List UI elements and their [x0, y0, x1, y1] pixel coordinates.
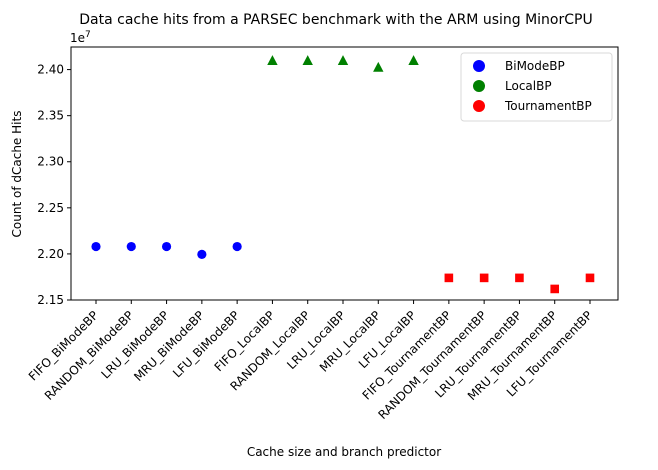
- legend-marker: [473, 60, 485, 72]
- data-point: [197, 249, 207, 259]
- legend-label: TournamentBP: [504, 99, 592, 113]
- legend-marker: [473, 80, 485, 92]
- y-tick-label: 2.15: [37, 293, 64, 307]
- legend-box: [460, 52, 613, 122]
- legend-label: BiModeBP: [505, 59, 565, 73]
- y-tick-label: 2.35: [37, 109, 64, 123]
- data-point: [515, 273, 524, 283]
- y-tick-label: 2.25: [37, 201, 64, 215]
- data-point: [91, 241, 101, 252]
- data-point: [267, 55, 278, 66]
- y-offset-label: 1e7: [70, 30, 91, 45]
- x-axis: FIFO_BiModeBPRANDOM_BiModeBPLRU_BiModeBP…: [26, 300, 595, 422]
- legend-label: LocalBP: [505, 79, 552, 93]
- data-point: [585, 273, 595, 283]
- data-point: [126, 241, 136, 252]
- data-point: [550, 284, 560, 294]
- y-axis-label: Count of dCache Hits: [10, 111, 24, 238]
- data-point: [232, 241, 242, 252]
- data-point: [408, 55, 419, 66]
- legend: BiModeBP LocalBP TournamentBP: [460, 52, 613, 122]
- data-point: [444, 273, 454, 283]
- y-tick-label: 2.40: [37, 63, 64, 77]
- data-points: [91, 55, 595, 294]
- data-point: [373, 61, 384, 72]
- plot-area: [70, 46, 619, 301]
- data-point: [302, 55, 313, 66]
- y-axis: 2.15 2.20 2.25 2.30 2.35 2.40: [37, 63, 71, 307]
- data-point: [479, 273, 489, 283]
- y-tick-label: 2.30: [37, 155, 64, 169]
- chart-title: Data cache hits from a PARSEC benchmark …: [79, 12, 592, 28]
- data-point: [161, 241, 172, 252]
- y-tick-label: 2.20: [37, 247, 64, 261]
- data-point: [337, 55, 349, 66]
- legend-marker: [473, 100, 485, 112]
- x-axis-label: Cache size and branch predictor: [247, 445, 441, 459]
